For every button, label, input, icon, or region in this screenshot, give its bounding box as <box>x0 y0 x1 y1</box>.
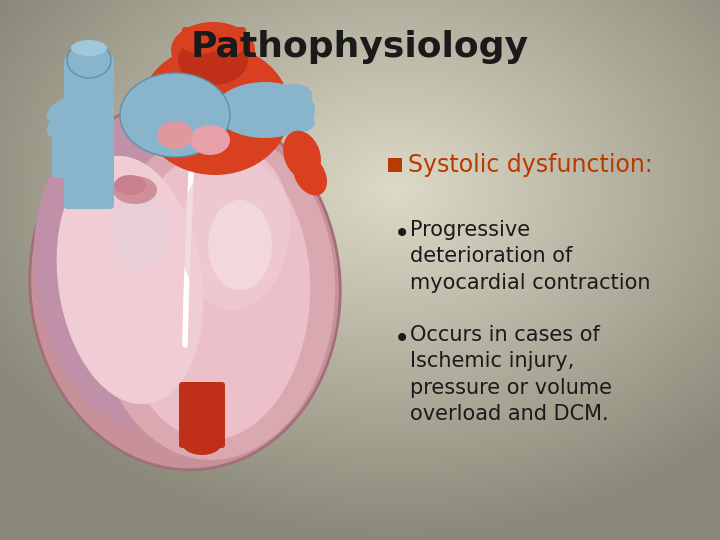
FancyBboxPatch shape <box>52 122 78 178</box>
Ellipse shape <box>171 22 255 78</box>
FancyBboxPatch shape <box>64 56 114 209</box>
Ellipse shape <box>114 175 146 195</box>
Ellipse shape <box>47 113 69 137</box>
Ellipse shape <box>182 431 222 455</box>
FancyBboxPatch shape <box>179 382 225 448</box>
FancyBboxPatch shape <box>182 27 246 123</box>
Ellipse shape <box>30 100 341 470</box>
Ellipse shape <box>178 35 248 85</box>
Ellipse shape <box>57 156 203 404</box>
Ellipse shape <box>47 98 79 123</box>
Text: •: • <box>394 325 410 353</box>
Ellipse shape <box>113 176 157 204</box>
Text: Progressive
deterioration of
myocardial contraction: Progressive deterioration of myocardial … <box>410 220 650 293</box>
Ellipse shape <box>264 84 312 116</box>
Ellipse shape <box>120 73 230 157</box>
Ellipse shape <box>180 30 220 54</box>
Ellipse shape <box>293 154 327 195</box>
Ellipse shape <box>140 45 290 175</box>
Ellipse shape <box>120 150 310 440</box>
FancyBboxPatch shape <box>388 158 402 172</box>
Text: Systolic dysfunction:: Systolic dysfunction: <box>408 153 653 177</box>
Ellipse shape <box>112 190 168 270</box>
Text: Occurs in cases of
Ischemic injury,
pressure or volume
overload and DCM.: Occurs in cases of Ischemic injury, pres… <box>410 325 612 424</box>
Ellipse shape <box>34 121 236 429</box>
Ellipse shape <box>210 35 246 55</box>
Text: Pathophysiology: Pathophysiology <box>191 30 529 64</box>
Ellipse shape <box>95 130 335 460</box>
Ellipse shape <box>190 125 230 155</box>
Ellipse shape <box>67 42 111 78</box>
Ellipse shape <box>275 107 315 132</box>
Ellipse shape <box>283 131 321 179</box>
Text: •: • <box>394 220 410 248</box>
Ellipse shape <box>157 121 193 149</box>
Ellipse shape <box>71 40 107 56</box>
Ellipse shape <box>215 82 315 138</box>
Ellipse shape <box>180 150 290 310</box>
Ellipse shape <box>208 200 272 290</box>
Ellipse shape <box>53 122 80 139</box>
